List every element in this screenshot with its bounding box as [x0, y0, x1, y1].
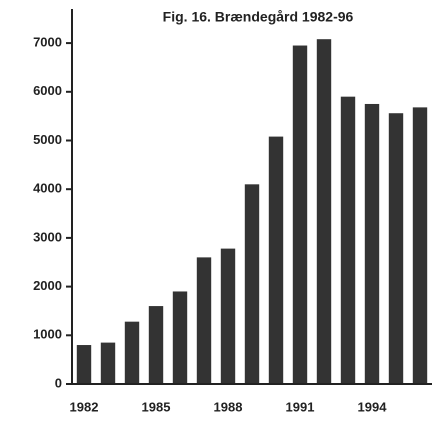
y-tick-label: 6000: [33, 83, 62, 98]
bar: [124, 321, 140, 384]
x-tick-label: 1994: [358, 399, 388, 414]
x-tick-label: 1982: [70, 399, 99, 414]
y-tick-label: 1000: [33, 327, 62, 342]
x-tick-label: 1991: [286, 399, 315, 414]
bar: [148, 306, 164, 384]
y-tick-label: 3000: [33, 229, 62, 244]
y-tick-label: 5000: [33, 132, 62, 147]
y-tick-label: 0: [55, 375, 62, 390]
y-tick-label: 7000: [33, 35, 62, 50]
bar: [244, 184, 260, 384]
bar: [388, 113, 404, 385]
bar: [292, 45, 308, 385]
y-tick-label: 4000: [33, 181, 62, 196]
bar: [220, 248, 236, 384]
bar: [196, 257, 212, 384]
bar: [76, 345, 92, 384]
bar: [340, 96, 356, 384]
bar: [100, 342, 116, 384]
bar: [316, 39, 332, 385]
bar: [412, 107, 428, 385]
y-tick-label: 2000: [33, 278, 62, 293]
chart-title: Fig. 16. Brændegård 1982-96: [163, 9, 354, 25]
bar: [172, 291, 188, 384]
bar: [268, 136, 284, 384]
x-tick-label: 1985: [142, 399, 171, 414]
bar: [364, 103, 380, 384]
x-tick-label: 1988: [214, 399, 243, 414]
